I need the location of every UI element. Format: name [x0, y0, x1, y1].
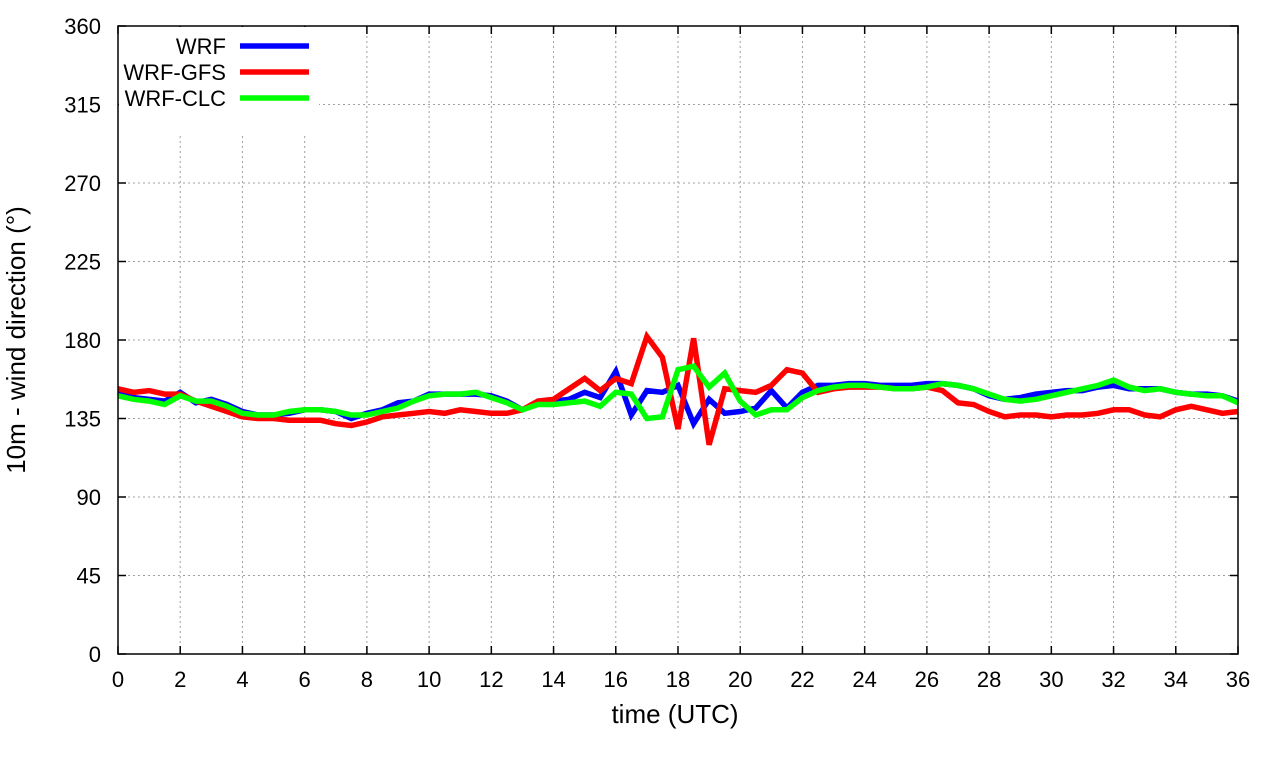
x-tick-label: 12 [479, 667, 503, 692]
series-line-wrf-gfs [117, 330, 1239, 446]
x-tick-label: 8 [361, 667, 373, 692]
legend-label: WRF-GFS [123, 60, 226, 85]
y-tick-label: 315 [64, 93, 101, 118]
x-tick-label: 34 [1164, 667, 1188, 692]
series-line-wrf-clc [117, 363, 1240, 422]
x-axis-label: time (UTC) [611, 699, 738, 729]
x-tick-label: 0 [112, 667, 124, 692]
x-axis-ticks: 0 2 4 6 8 10 12 14 16 18 20 22 24 26 28 30 32 34 36 [112, 26, 1250, 692]
y-axis-ticks: 0 45 90 135 180 225 270 315 360 [64, 14, 1238, 667]
x-tick-label: 14 [541, 667, 565, 692]
y-tick-label: 90 [77, 485, 101, 510]
y-tick-label: 180 [64, 328, 101, 353]
legend-label: WRF-CLC [125, 86, 227, 111]
x-tick-label: 32 [1101, 667, 1125, 692]
series-lines [117, 330, 1240, 446]
legend-label: WRF [176, 34, 226, 59]
y-tick-label: 270 [64, 171, 101, 196]
x-tick-label: 36 [1226, 667, 1250, 692]
y-tick-label: 135 [64, 407, 101, 432]
x-tick-label: 26 [915, 667, 939, 692]
x-tick-label: 4 [236, 667, 248, 692]
y-tick-label: 225 [64, 250, 101, 275]
y-tick-label: 45 [77, 564, 101, 589]
x-tick-label: 28 [977, 667, 1001, 692]
x-tick-label: 20 [728, 667, 752, 692]
x-tick-label: 30 [1039, 667, 1063, 692]
y-tick-label: 360 [64, 14, 101, 39]
x-tick-label: 16 [604, 667, 628, 692]
y-axis-label: 10m - wind direction (°) [1, 206, 31, 474]
x-tick-label: 18 [666, 667, 690, 692]
x-tick-label: 2 [174, 667, 186, 692]
x-tick-label: 6 [299, 667, 311, 692]
y-tick-label: 0 [89, 642, 101, 667]
x-tick-label: 24 [852, 667, 876, 692]
x-tick-label: 22 [790, 667, 814, 692]
x-tick-label: 10 [417, 667, 441, 692]
